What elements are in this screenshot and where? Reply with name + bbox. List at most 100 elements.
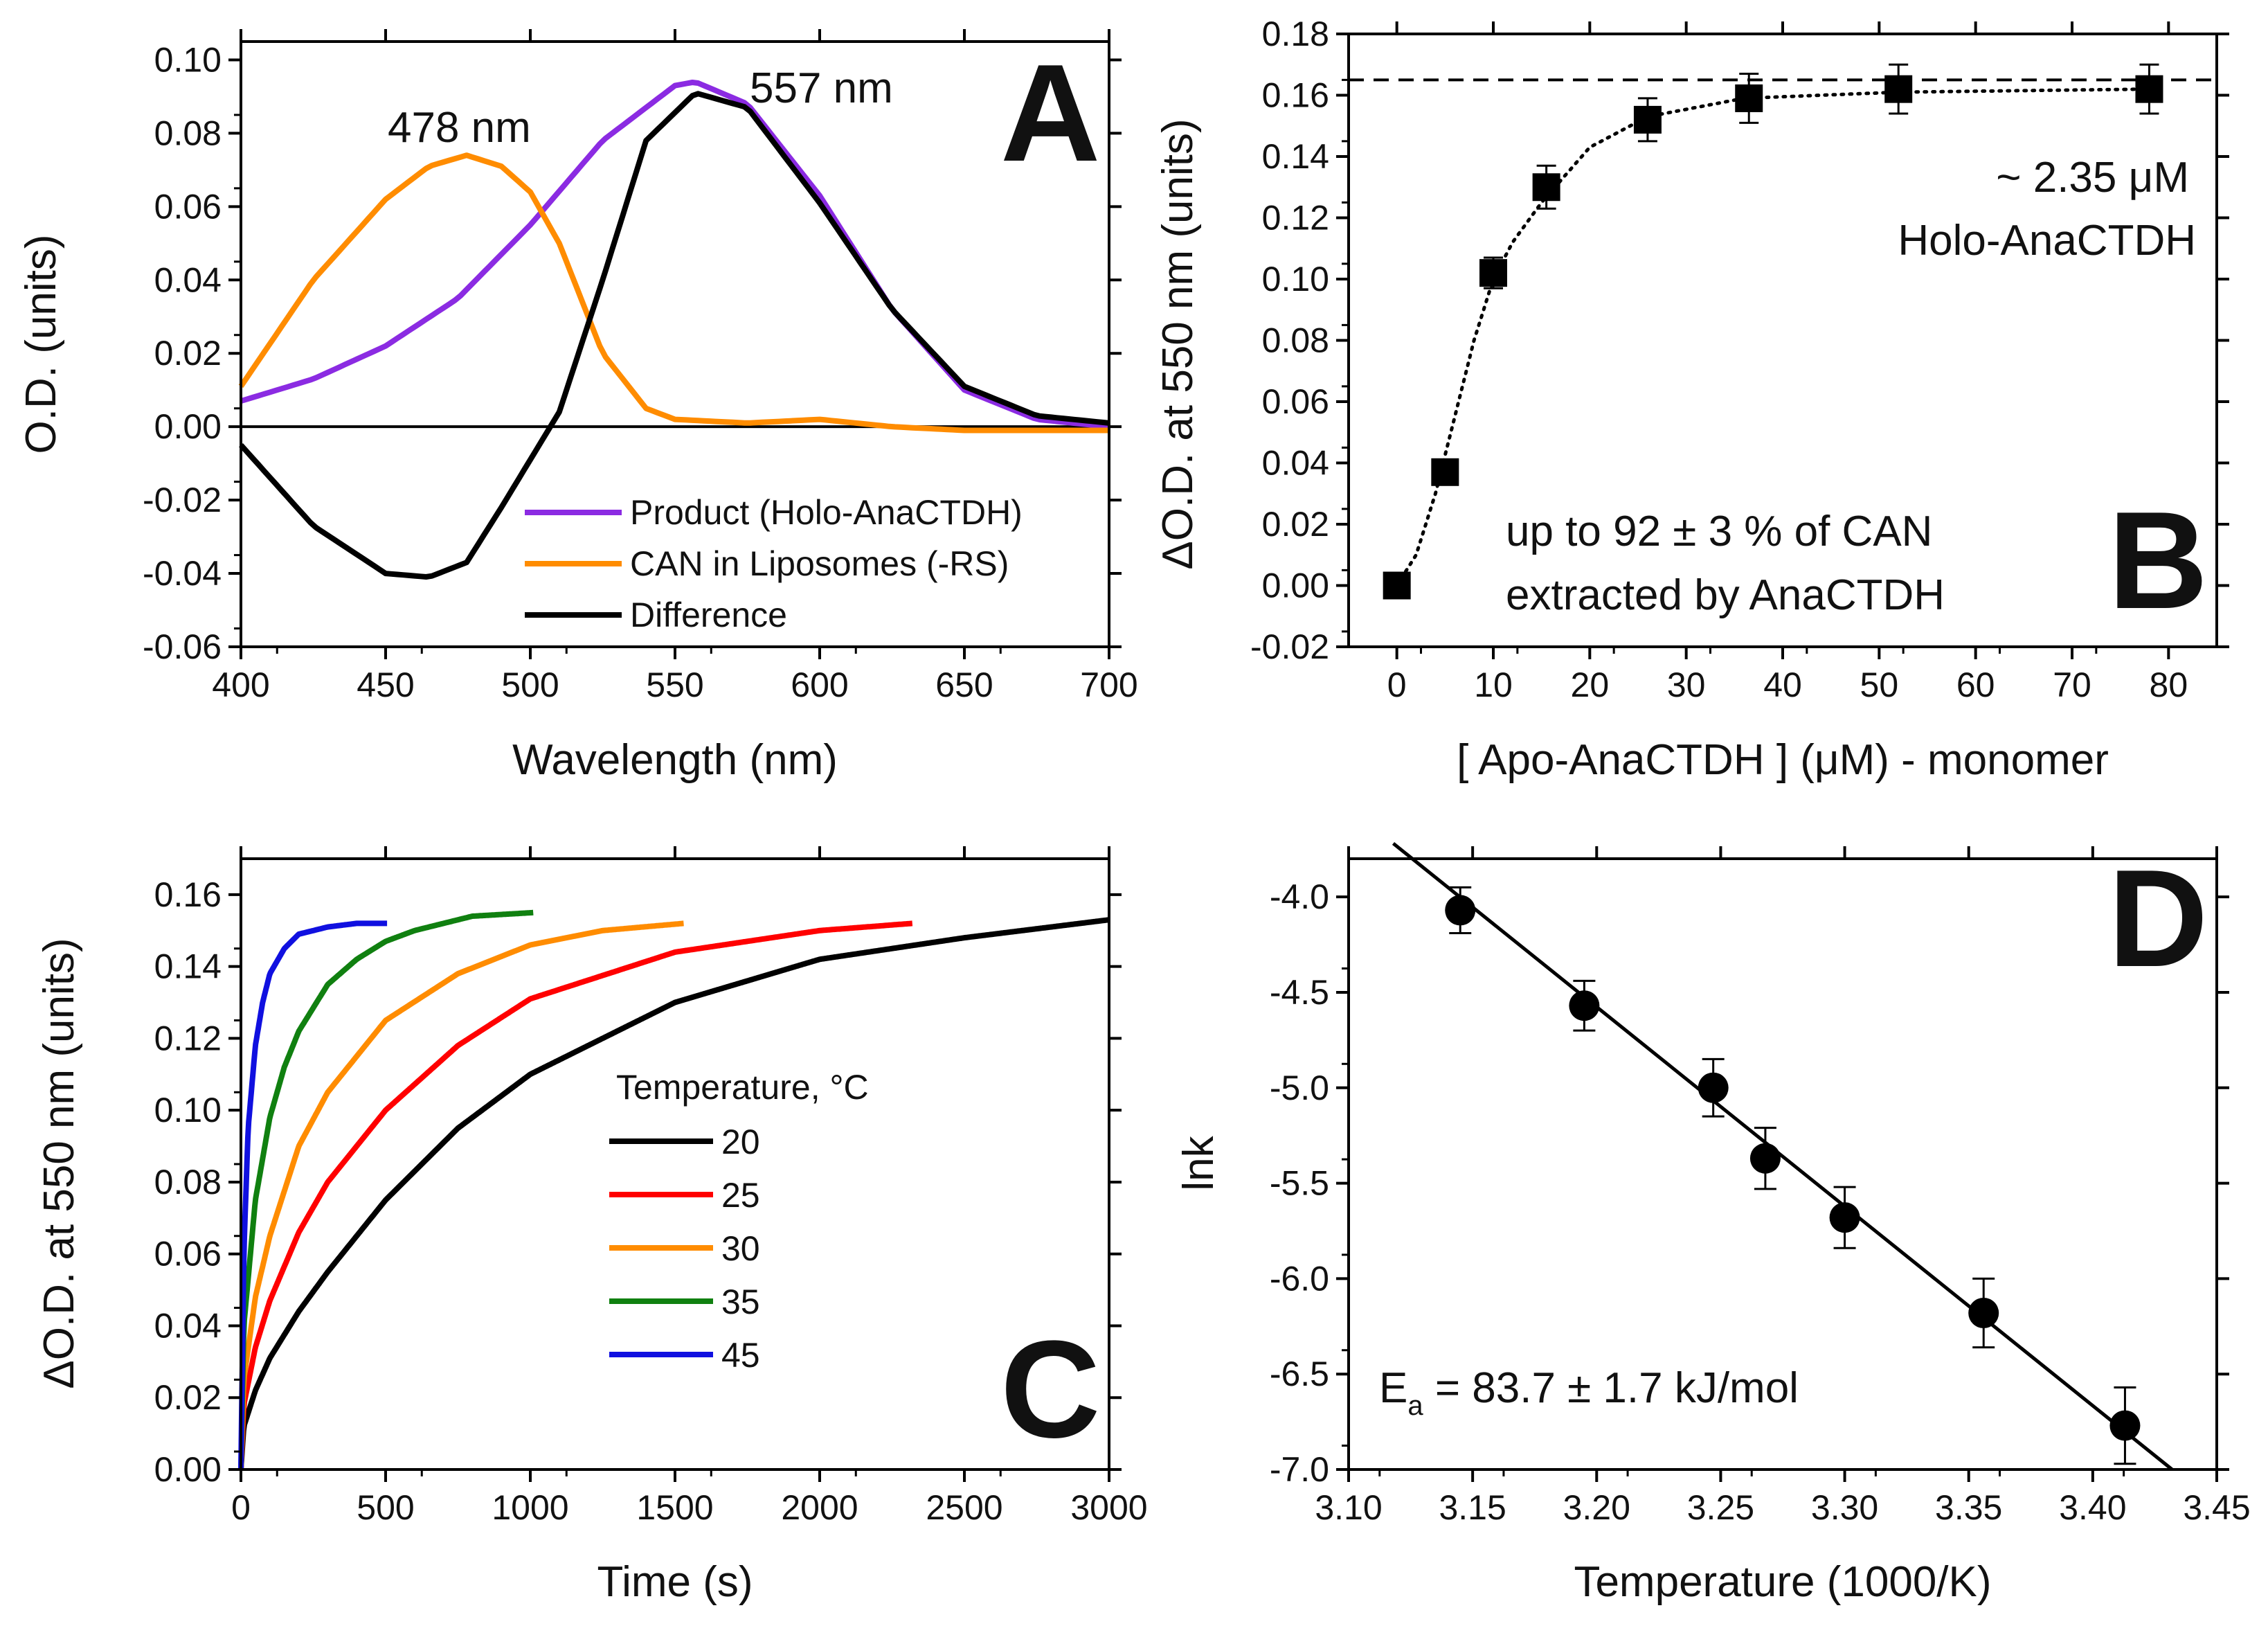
panel-b-xlabel: [ Apo-AnaCTDH ] (μM) - monomer <box>1457 736 2109 784</box>
panel-b-xtick-label: 50 <box>1860 665 1899 704</box>
panel-c-legend-label: 35 <box>721 1283 760 1321</box>
panel-c-ytick-label: 0.00 <box>154 1450 222 1489</box>
panel-d-ea-annotation: Ea = 83.7 ± 1.7 kJ/mol <box>1379 1364 1799 1421</box>
panel-b-xtick-label: 0 <box>1387 665 1407 704</box>
panel-b-xtick-label: 30 <box>1667 665 1706 704</box>
panel-b-ytick-label: -0.02 <box>1250 627 1329 666</box>
panel-c-legend: 20 25 30 35 45 <box>609 1123 760 1375</box>
panel-b-kd-annotation: ~ 2.35 μM <box>1996 154 2189 202</box>
panel-a-ytick-label: 0.10 <box>154 40 222 79</box>
panel-d-ea-symbol: E <box>1379 1364 1407 1412</box>
panel-d-xtick-label: 3.35 <box>1935 1488 2002 1527</box>
panel-b-xtick-label: 70 <box>2053 665 2091 704</box>
panel-b-xtick-label: 20 <box>1571 665 1610 704</box>
panel-c-ytick-label: 0.10 <box>154 1091 222 1129</box>
panel-b-data-point <box>1479 259 1507 287</box>
panel-b-xtick-label: 60 <box>1956 665 1995 704</box>
panel-d-ytick-label: -5.0 <box>1270 1069 1329 1107</box>
panel-d-ea-value: = 83.7 ± 1.7 kJ/mol <box>1423 1364 1799 1412</box>
panel-a-xtick-label: 650 <box>935 665 993 704</box>
panel-a-ytick-label: 0.02 <box>154 334 222 373</box>
panel-a-xtick-label: 550 <box>646 665 703 704</box>
panel-a-ylabel: O.D. (units) <box>17 235 65 454</box>
panel-c-ytick-label: 0.06 <box>154 1235 222 1274</box>
panel-b-xtick-label: 80 <box>2150 665 2188 704</box>
panel-d-ytick-label: -4.5 <box>1270 973 1329 1012</box>
panel-d-data-point <box>2109 1410 2141 1441</box>
panel-d-series <box>1392 842 2174 1471</box>
panel-c-legend-label: 20 <box>721 1123 760 1161</box>
panel-b-ytick-label: 0.18 <box>1262 15 1329 53</box>
panel-c-letter: C <box>1000 1312 1100 1467</box>
panel-c-legend-label: 25 <box>721 1176 760 1215</box>
panel-d-letter: D <box>2108 841 2208 996</box>
panel-b-ytick-label: 0.10 <box>1262 260 1329 298</box>
panel-c-xtick-label: 0 <box>231 1488 251 1527</box>
panel-a-ticks: 400 450 500 550 600 650 700 -0.06 -0.04 -0.02 0.00… <box>143 29 1138 704</box>
panel-c-ytick-label: 0.12 <box>154 1019 222 1057</box>
panel-b-xtick-label: 40 <box>1763 665 1802 704</box>
panel-b-ytick-label: 0.16 <box>1262 76 1329 115</box>
panel-d-data-point <box>1445 895 1476 926</box>
panel-b-data-point <box>1735 84 1763 112</box>
panel-b-data-point <box>1633 105 1662 134</box>
panel-a-xlabel: Wavelength (nm) <box>512 736 838 784</box>
panel-c-series-line <box>238 920 686 1470</box>
panel-d-xlabel: Temperature (1000/K) <box>1574 1558 1991 1606</box>
panel-d-ylabel: lnk <box>1175 1135 1223 1190</box>
panel-a-ytick-label: 0.00 <box>154 407 222 446</box>
panel-a-series-line <box>239 91 1110 580</box>
panel-c-legend-title: Temperature, °C <box>616 1068 869 1107</box>
panel-d-ea-subscript: a <box>1407 1391 1423 1421</box>
panel-a-legend: Product (Holo-AnaCTDH) CAN in Liposomes (… <box>525 493 1023 634</box>
panel-a-xtick-label: 500 <box>501 665 559 704</box>
panel-b-data-point <box>1884 75 1913 103</box>
panel-c-ytick-label: 0.04 <box>154 1306 222 1345</box>
panel-d-xtick-label: 3.20 <box>1563 1488 1630 1527</box>
panel-c-legend-label: 45 <box>721 1336 760 1375</box>
panel-a-ytick-label: -0.04 <box>143 554 222 593</box>
panel-c-xtick-label: 2500 <box>926 1488 1002 1527</box>
panel-d-frame <box>1347 857 2218 1471</box>
panel-d-xtick-label: 3.40 <box>2059 1488 2126 1527</box>
panel-a-legend-label: CAN in Liposomes (-RS) <box>630 544 1009 583</box>
panel-a-letter: A <box>1000 36 1100 190</box>
panel-b-ytick-label: 0.02 <box>1262 505 1329 544</box>
panel-d-data-point <box>1569 990 1600 1021</box>
panel-b-extraction-annotation-2: extracted by AnaCTDH <box>1506 571 1945 619</box>
panel-d-ytick-label: -6.0 <box>1270 1259 1329 1298</box>
panel-c-xtick-label: 2000 <box>781 1488 858 1527</box>
panel-b-ticks: 0 10 20 30 40 50 60 70 80 -0.02 0.00 0.02 0.04 0.06 0.… <box>1250 15 2229 704</box>
panel-b-xtick-label: 10 <box>1474 665 1513 704</box>
panel-b-data-point <box>2135 75 2163 103</box>
panel-a-legend-label: Product (Holo-AnaCTDH) <box>630 493 1023 532</box>
panel-b-series <box>1349 63 2217 600</box>
panel-a-xtick-label: 450 <box>357 665 414 704</box>
panel-c-series-line <box>238 917 1111 1470</box>
panel-d-data-point <box>1968 1297 1999 1328</box>
panel-d-fit-line <box>1392 842 2174 1471</box>
panel-b-ytick-label: 0.04 <box>1262 444 1329 483</box>
panel-c-xtick-label: 1500 <box>636 1488 713 1527</box>
panel-a-xtick-label: 400 <box>212 665 269 704</box>
panel-d-ytick-label: -6.5 <box>1270 1355 1329 1393</box>
panel-b-letter: B <box>2108 483 2208 638</box>
panel-d-xtick-label: 3.45 <box>2183 1488 2250 1527</box>
panel-c-ytick-label: 0.16 <box>154 875 222 914</box>
panel-a-xtick-label: 700 <box>1080 665 1137 704</box>
panel-b-fit-curve <box>1395 87 2151 587</box>
panel-a-peak-478-label: 478 nm <box>388 104 531 152</box>
panel-b-data-point <box>1383 571 1411 600</box>
panel-c-ticks: 0 500 1000 1500 2000 2500 3000 0.00 0.02 0.04 0.06… <box>154 846 1148 1527</box>
panel-c: 0 500 1000 1500 2000 2500 3000 0.00 0.02 0.04 0.06… <box>35 846 1148 1606</box>
panel-d-ytick-label: -5.5 <box>1270 1164 1329 1203</box>
panel-d-data-point <box>1698 1072 1729 1103</box>
panel-c-ytick-label: 0.08 <box>154 1163 222 1201</box>
panel-a-ytick-label: 0.08 <box>154 114 222 152</box>
panel-a-ytick-label: -0.06 <box>143 627 222 666</box>
panel-d-xtick-label: 3.25 <box>1687 1488 1754 1527</box>
panel-c-legend-label: 30 <box>721 1229 760 1268</box>
panel-a: 400 450 500 550 600 650 700 -0.06 -0.04 -0.02 0.00… <box>17 29 1138 784</box>
panel-d-xtick-label: 3.30 <box>1811 1488 1878 1527</box>
